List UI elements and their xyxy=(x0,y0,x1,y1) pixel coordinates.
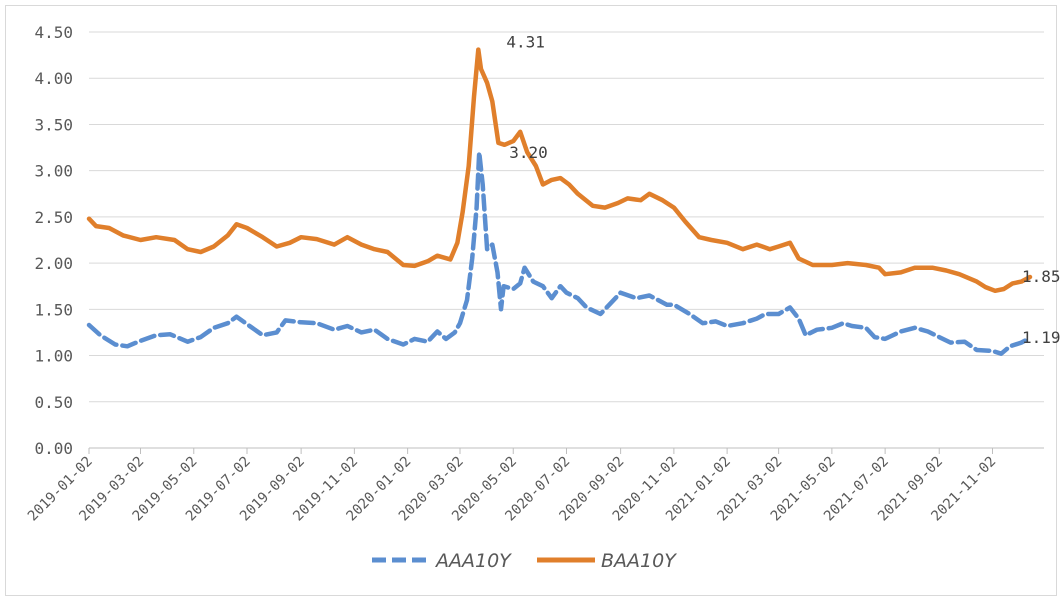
y-axis-ticks: 0.00 0.50 1.00 1.50 2.00 2.50 3.00 3.50 4.00 4.50 xyxy=(34,23,73,458)
y-tick-label: 3.00 xyxy=(34,162,73,181)
legend: AAA10Y BAA10Y xyxy=(372,550,677,572)
data-label: 4.31 xyxy=(506,33,545,52)
y-tick-label: 2.00 xyxy=(34,254,73,273)
series-line-aaa10y xyxy=(86,149,1033,356)
y-tick-label: 4.50 xyxy=(34,23,73,42)
legend-label: AAA10Y xyxy=(434,550,512,572)
y-tick-label: 3.50 xyxy=(34,115,73,134)
data-label: 1.19 xyxy=(1022,328,1061,347)
chart-frame xyxy=(5,5,1057,596)
series-line-baa10y xyxy=(86,47,1033,294)
y-tick-label: 2.50 xyxy=(34,208,73,227)
y-tick-label: 4.00 xyxy=(34,69,73,88)
legend-label: BAA10Y xyxy=(601,550,677,572)
y-tick-label: 1.50 xyxy=(34,300,73,319)
y-tick-label: 1.00 xyxy=(34,347,73,366)
data-annotations: 4.31 3.20 1.85 1.19 xyxy=(506,33,1060,347)
gridlines xyxy=(89,31,1044,449)
data-label: 3.20 xyxy=(509,143,548,162)
y-tick-label: 0.50 xyxy=(34,393,73,412)
y-tick-label: 0.00 xyxy=(34,439,73,458)
x-axis: 2019-01-022019-03-022019-05-022019-07-02… xyxy=(25,447,1044,524)
series-lines xyxy=(86,47,1033,356)
data-label: 1.85 xyxy=(1022,267,1061,286)
